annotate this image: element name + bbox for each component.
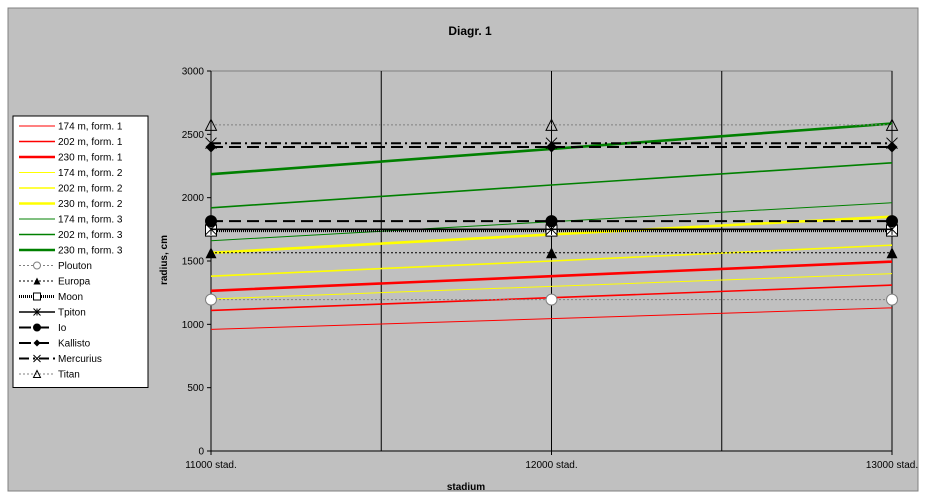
legend-label: 230 m, form. 3 (58, 246, 123, 257)
legend-label: 202 m, form. 3 (58, 230, 123, 241)
series-europa (205, 247, 898, 259)
marker-circle-filled (886, 215, 898, 228)
legend-entry: 174 m, form. 3 (19, 215, 123, 226)
series-plouton (205, 293, 898, 306)
marker-star (33, 308, 41, 316)
legend-label: 230 m, form. 2 (58, 199, 123, 210)
legend-entry: 202 m, form. 2 (19, 184, 123, 195)
y-tick-label: 3000 (182, 67, 205, 78)
marker-triangle-filled (33, 277, 41, 285)
legend-entry: Plouton (19, 261, 92, 272)
marker-x (205, 137, 217, 150)
legend-entry: 202 m, form. 1 (19, 137, 123, 148)
series-202-m-form-2 (210, 244, 893, 277)
y-tick-label: 2500 (182, 130, 205, 141)
y-tick-label: 1500 (182, 257, 205, 268)
marker-diamond-filled (546, 141, 557, 153)
series-line (210, 273, 893, 300)
series-230-m-form-1 (210, 260, 893, 293)
legend-label: Europa (58, 277, 91, 288)
legend-label: 174 m, form. 2 (58, 168, 123, 179)
y-tick-label: 500 (187, 383, 204, 394)
plot-layer: 0 500 1000 1500 2000 2500 3000 11000 stad. 12000… (182, 67, 918, 472)
y-tick-label: 2000 (182, 193, 205, 204)
y-tick-label: 1000 (182, 320, 205, 331)
legend-entry: 230 m, form. 1 (19, 153, 123, 164)
chart-title: Diagr. 1 (448, 24, 492, 38)
legend-label: Moon (58, 292, 83, 303)
legend-label: 174 m, form. 3 (58, 215, 123, 226)
marker-triangle-filled (886, 247, 898, 259)
legend: 174 m, form. 1 202 m, form. 1 230 m, form.… (12, 115, 149, 388)
marker-square-open (33, 292, 41, 301)
marker-circle-filled (205, 215, 217, 228)
legend-entry: Titan (19, 369, 80, 381)
marker-triangle-filled (546, 247, 557, 259)
series-line (210, 307, 893, 330)
legend-label: Io (58, 323, 67, 334)
legend-label: Titan (58, 370, 80, 381)
series-titan (204, 118, 899, 131)
legend-label: 202 m, form. 2 (58, 184, 123, 195)
series-line (210, 162, 893, 209)
marker-circle-filled (33, 323, 41, 332)
marker-x (545, 137, 558, 150)
x-tick-label: 12000 stad. (525, 460, 577, 471)
legend-entry: Io (19, 323, 67, 334)
series-mercurius (205, 137, 898, 150)
legend-entry: 230 m, form. 2 (19, 199, 123, 210)
marker-triangle-open (32, 369, 42, 378)
marker-circle-open (205, 293, 217, 306)
legend-entry: Kallisto (19, 339, 91, 350)
series-kallisto (205, 141, 898, 153)
marker-circle-open (886, 293, 898, 306)
series-174-m-form-1 (210, 307, 893, 330)
marker-diamond-filled (33, 339, 41, 347)
legend-entry: 174 m, form. 1 (19, 122, 123, 133)
marker-triangle-filled (205, 247, 217, 259)
marker-diamond-filled (205, 141, 217, 153)
legend-label: 174 m, form. 1 (58, 122, 123, 133)
marker-triangle-open (204, 118, 218, 131)
marker-triangle-open (885, 118, 899, 131)
marker-x (33, 354, 41, 363)
legend-label: Kallisto (58, 339, 91, 350)
y-axis-label: radius, cm (159, 235, 170, 285)
marker-x (886, 137, 898, 150)
series-174-m-form-2 (210, 273, 893, 300)
series-line (210, 244, 893, 277)
legend-entry: Europa (19, 277, 91, 288)
x-tick-label: 11000 stad. (185, 460, 237, 471)
legend-label: Plouton (58, 261, 92, 272)
legend-entry: 174 m, form. 2 (19, 168, 123, 179)
legend-label: Mercurius (58, 354, 102, 365)
legend-label: Tpiton (58, 308, 86, 319)
marker-circle-open (33, 261, 41, 270)
marker-triangle-open (545, 118, 558, 131)
legend-entry: Tpiton (19, 308, 86, 319)
marker-circle-open (545, 293, 558, 306)
series-202-m-form-3 (210, 162, 893, 209)
marker-diamond-filled (886, 141, 898, 153)
series-line (210, 260, 893, 293)
legend-entry: Mercurius (19, 354, 102, 365)
y-tick-label: 0 (198, 447, 204, 458)
x-tick-label: 13000 stad. (866, 460, 918, 471)
legend-entry: Moon (19, 292, 83, 303)
legend-label: 230 m, form. 1 (58, 153, 123, 164)
legend-entry: 230 m, form. 3 (19, 246, 123, 257)
series-io (205, 215, 898, 228)
legend-label: 202 m, form. 1 (58, 137, 123, 148)
marker-circle-filled (545, 215, 558, 228)
x-axis-label: stadium (447, 482, 485, 493)
legend-entry: 202 m, form. 3 (19, 230, 123, 241)
